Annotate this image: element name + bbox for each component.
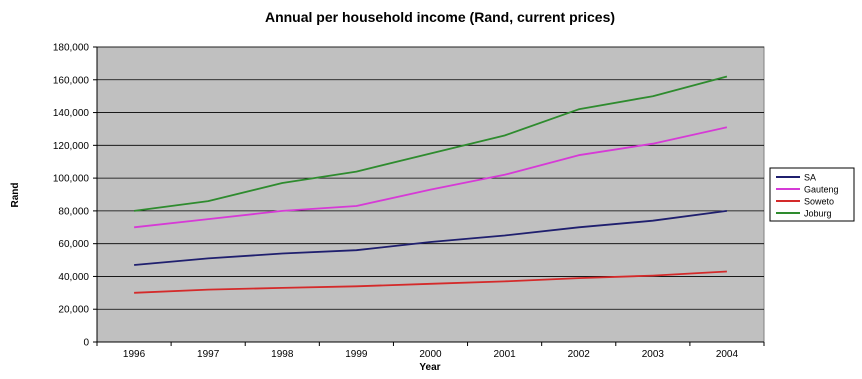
legend: SA Gauteng Soweto Joburg <box>769 167 855 222</box>
x-tick-label: 1999 <box>345 349 368 360</box>
y-tick-label: 100,000 <box>53 174 90 185</box>
x-axis-label: Year <box>419 362 440 373</box>
series-line-sa <box>134 210 728 266</box>
series-line-soweto <box>134 270 727 294</box>
series-lines <box>133 75 728 294</box>
x-tick-label: 1998 <box>271 349 294 360</box>
x-axis-ticks: 1996 1997 1998 1999 2000 2001 2002 2003 2004 <box>96 47 765 360</box>
legend-label-joburg: Joburg <box>804 209 832 219</box>
series-line-joburg <box>133 75 728 212</box>
y-axis-ticks: 0 20,000 40,000 60,000 80,000 100,000 120,000 1… <box>53 43 97 349</box>
y-tick-label: 140,000 <box>53 108 90 119</box>
x-tick-label: 2004 <box>716 349 739 360</box>
grid-lines <box>97 46 764 310</box>
x-tick-label: 1996 <box>123 349 146 360</box>
chart-title: Annual per household income (Rand, curre… <box>265 9 615 25</box>
x-tick-label: 1997 <box>197 349 220 360</box>
legend-label-sa: SA <box>804 173 816 183</box>
x-tick-label: 2001 <box>493 349 516 360</box>
x-tick-label: 2000 <box>419 349 442 360</box>
y-tick-label: 0 <box>83 338 89 349</box>
y-axis-label: Rand <box>10 183 21 208</box>
y-tick-label: 40,000 <box>58 272 89 283</box>
plot-area <box>96 46 765 343</box>
legend-label-gauteng: Gauteng <box>804 185 839 195</box>
x-tick-label: 2003 <box>642 349 665 360</box>
y-tick-label: 120,000 <box>53 141 90 152</box>
y-tick-label: 80,000 <box>58 206 89 217</box>
y-tick-label: 180,000 <box>53 43 90 54</box>
x-tick-label: 2002 <box>568 349 591 360</box>
series-line-gauteng <box>134 126 728 229</box>
y-tick-label: 60,000 <box>58 239 89 250</box>
y-tick-label: 20,000 <box>58 305 89 316</box>
y-tick-label: 160,000 <box>53 75 90 86</box>
legend-label-soweto: Soweto <box>804 197 834 207</box>
